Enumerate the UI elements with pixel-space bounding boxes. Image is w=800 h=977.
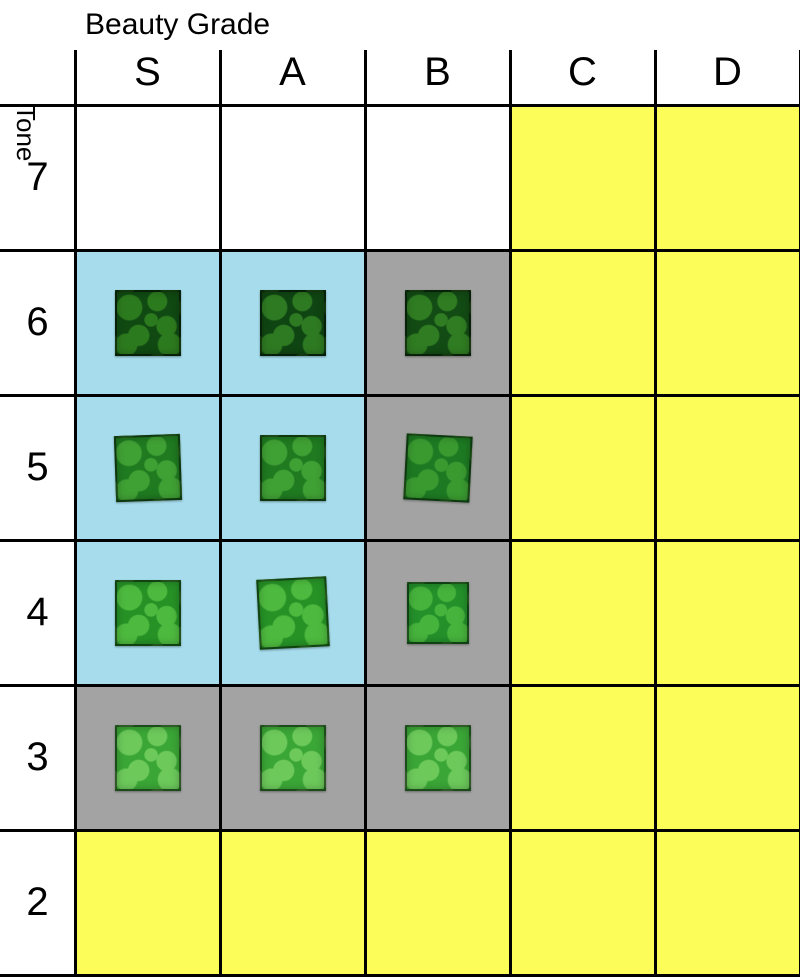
col-header-D: D: [655, 50, 800, 95]
vline: [364, 50, 367, 975]
sample-swatch: [115, 580, 181, 646]
row-header-5: 5: [0, 395, 75, 540]
hline: [0, 829, 800, 832]
vline: [219, 50, 222, 975]
cell-3-S: [75, 685, 220, 830]
cell-5-C: [510, 395, 655, 540]
cell-6-S: [75, 250, 220, 395]
hline: [0, 104, 800, 107]
col-header-A: A: [220, 50, 365, 95]
cell-3-B: [365, 685, 510, 830]
row-header-2: 2: [0, 830, 75, 975]
vline: [74, 50, 77, 975]
cell-3-C: [510, 685, 655, 830]
hline: [0, 974, 800, 977]
hline: [0, 539, 800, 542]
x-axis-label: Beauty Grade: [85, 8, 270, 42]
cell-5-D: [655, 395, 800, 540]
cell-5-A: [220, 395, 365, 540]
sample-swatch: [260, 290, 326, 356]
cell-4-A: [220, 540, 365, 685]
sample-swatch: [115, 725, 181, 791]
sample-swatch: [113, 433, 181, 501]
cell-2-A: [220, 830, 365, 975]
cell-3-A: [220, 685, 365, 830]
cell-5-S: [75, 395, 220, 540]
cell-7-C: [510, 105, 655, 250]
vline: [654, 50, 657, 975]
cell-7-A: [220, 105, 365, 250]
row-header-3: 3: [0, 685, 75, 830]
sample-swatch: [405, 725, 471, 791]
cell-2-B: [365, 830, 510, 975]
cell-4-B: [365, 540, 510, 685]
sample-swatch: [403, 433, 472, 502]
hline: [0, 394, 800, 397]
cell-4-S: [75, 540, 220, 685]
col-header-S: S: [75, 50, 220, 95]
cell-7-D: [655, 105, 800, 250]
cell-5-B: [365, 395, 510, 540]
cell-3-D: [655, 685, 800, 830]
sample-swatch: [405, 290, 471, 356]
vline: [509, 50, 512, 975]
cell-6-D: [655, 250, 800, 395]
cell-6-B: [365, 250, 510, 395]
grading-diagram: Beauty Grade Tone SABCD765432: [0, 0, 800, 962]
cell-7-B: [365, 105, 510, 250]
cell-6-C: [510, 250, 655, 395]
col-header-B: B: [365, 50, 510, 95]
cell-4-C: [510, 540, 655, 685]
sample-swatch: [115, 290, 181, 356]
sample-swatch: [407, 582, 469, 644]
cell-4-D: [655, 540, 800, 685]
sample-swatch: [260, 435, 326, 501]
cell-2-D: [655, 830, 800, 975]
row-header-6: 6: [0, 250, 75, 395]
cell-2-S: [75, 830, 220, 975]
cell-6-A: [220, 250, 365, 395]
row-header-7: 7: [0, 105, 75, 250]
row-header-4: 4: [0, 540, 75, 685]
hline: [0, 684, 800, 687]
col-header-C: C: [510, 50, 655, 95]
hline: [0, 249, 800, 252]
sample-swatch: [256, 576, 330, 650]
sample-swatch: [260, 725, 326, 791]
cell-7-S: [75, 105, 220, 250]
cell-2-C: [510, 830, 655, 975]
